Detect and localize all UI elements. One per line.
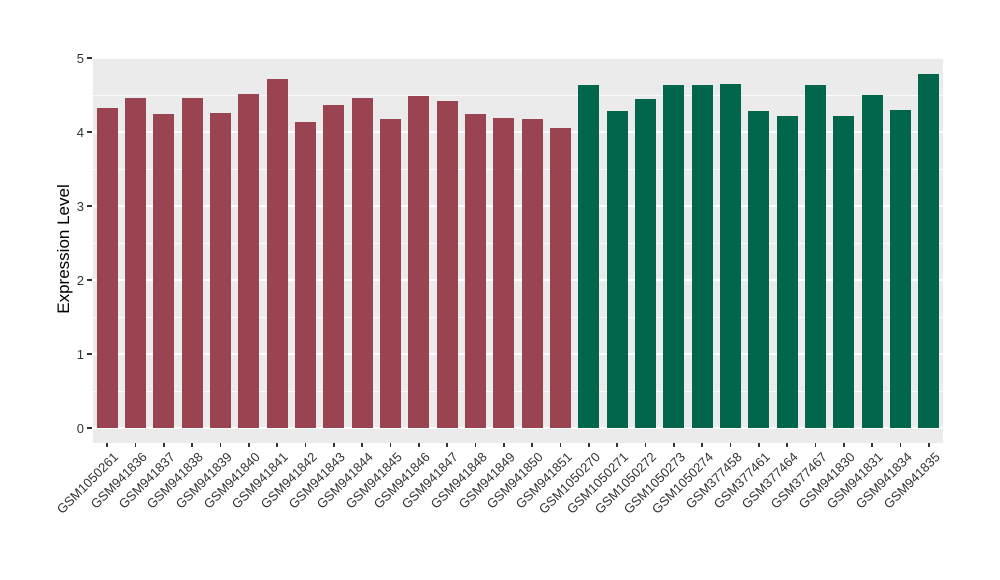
x-tick-mark bbox=[899, 443, 902, 447]
bar-GSM941834 bbox=[890, 109, 911, 428]
minor-gridline bbox=[93, 243, 943, 244]
bar-GSM941845 bbox=[380, 118, 401, 428]
x-tick-mark bbox=[559, 443, 562, 447]
bar-GSM1050271 bbox=[606, 110, 628, 428]
x-tick-mark bbox=[503, 443, 505, 447]
x-tick-mark bbox=[134, 443, 137, 447]
minor-gridline bbox=[93, 391, 943, 392]
x-tick-mark bbox=[588, 443, 590, 447]
x-tick-mark bbox=[276, 443, 278, 447]
bar-GSM377461 bbox=[748, 111, 770, 428]
x-tick-mark bbox=[248, 443, 250, 447]
bar-GSM941844 bbox=[351, 97, 373, 428]
bar-GSM941848 bbox=[465, 114, 486, 428]
x-tick-mark bbox=[758, 443, 760, 447]
y-tick-label: 0 bbox=[76, 421, 84, 436]
bar-GSM941846 bbox=[408, 95, 430, 428]
bar-GSM941842 bbox=[295, 121, 316, 428]
bar-GSM941830 bbox=[833, 116, 855, 428]
x-tick-mark bbox=[729, 443, 732, 447]
y-tick-label: 5 bbox=[76, 51, 84, 66]
bar-GSM941838 bbox=[181, 97, 203, 428]
y-tick-label: 4 bbox=[76, 125, 84, 140]
x-tick-mark bbox=[446, 443, 448, 447]
y-tick-mark bbox=[87, 205, 92, 207]
minor-gridline bbox=[93, 169, 943, 170]
major-gridline bbox=[93, 205, 943, 207]
major-gridline bbox=[93, 57, 943, 59]
x-tick-mark bbox=[361, 443, 363, 447]
x-tick-mark bbox=[219, 443, 222, 447]
x-tick-mark bbox=[673, 443, 675, 447]
bar-GSM941847 bbox=[436, 100, 458, 428]
y-tick-label: 2 bbox=[76, 273, 84, 288]
bar-GSM377458 bbox=[720, 83, 741, 428]
x-tick-mark bbox=[843, 443, 845, 447]
bar-GSM941835 bbox=[918, 73, 940, 428]
bar-GSM1050272 bbox=[635, 98, 656, 428]
plot-panel bbox=[93, 57, 943, 443]
bar-GSM941843 bbox=[323, 105, 345, 428]
x-tick-mark bbox=[531, 443, 533, 447]
x-tick-mark bbox=[616, 443, 618, 447]
x-tick-mark bbox=[418, 443, 420, 447]
bar-GSM1050274 bbox=[691, 84, 713, 428]
x-tick-mark bbox=[814, 443, 817, 447]
x-tick-mark bbox=[304, 443, 307, 447]
major-gridline bbox=[93, 353, 943, 355]
y-tick-label: 3 bbox=[76, 199, 84, 214]
major-gridline bbox=[93, 131, 943, 133]
major-gridline bbox=[93, 427, 943, 429]
x-tick-mark bbox=[474, 443, 477, 447]
bar-GSM1050261 bbox=[96, 107, 118, 428]
y-axis-title: Expression Level bbox=[54, 184, 73, 314]
y-tick-label: 1 bbox=[76, 347, 84, 362]
bar-GSM377464 bbox=[776, 116, 798, 428]
bar-GSM941841 bbox=[266, 78, 288, 428]
bar-GSM1050273 bbox=[663, 85, 685, 428]
bar-GSM941851 bbox=[550, 127, 571, 428]
x-tick-mark bbox=[871, 443, 873, 447]
x-tick-mark bbox=[333, 443, 335, 447]
y-tick-mark bbox=[87, 57, 92, 59]
bar-GSM377467 bbox=[805, 85, 826, 428]
x-tick-mark bbox=[928, 443, 930, 447]
major-gridline bbox=[93, 279, 943, 281]
y-tick-mark bbox=[87, 279, 92, 281]
bar-GSM941849 bbox=[493, 117, 515, 428]
minor-gridline bbox=[93, 317, 943, 318]
y-tick-mark bbox=[87, 131, 92, 133]
x-tick-mark bbox=[701, 443, 703, 447]
x-tick-mark bbox=[786, 443, 788, 447]
bar-GSM941839 bbox=[210, 112, 231, 428]
bar-GSM1050270 bbox=[578, 84, 600, 428]
minor-gridline bbox=[93, 95, 943, 96]
y-tick-mark bbox=[87, 353, 92, 355]
bar-GSM941831 bbox=[861, 95, 883, 428]
bar-GSM941836 bbox=[125, 97, 146, 428]
y-tick-mark bbox=[87, 427, 92, 429]
bar-GSM941850 bbox=[521, 119, 543, 428]
bar-GSM941840 bbox=[238, 94, 260, 428]
x-tick-mark bbox=[191, 443, 193, 447]
x-tick-mark bbox=[644, 443, 647, 447]
x-tick-mark bbox=[106, 443, 108, 447]
bar-GSM941837 bbox=[153, 114, 175, 428]
x-tick-mark bbox=[163, 443, 165, 447]
x-tick-mark bbox=[389, 443, 392, 447]
